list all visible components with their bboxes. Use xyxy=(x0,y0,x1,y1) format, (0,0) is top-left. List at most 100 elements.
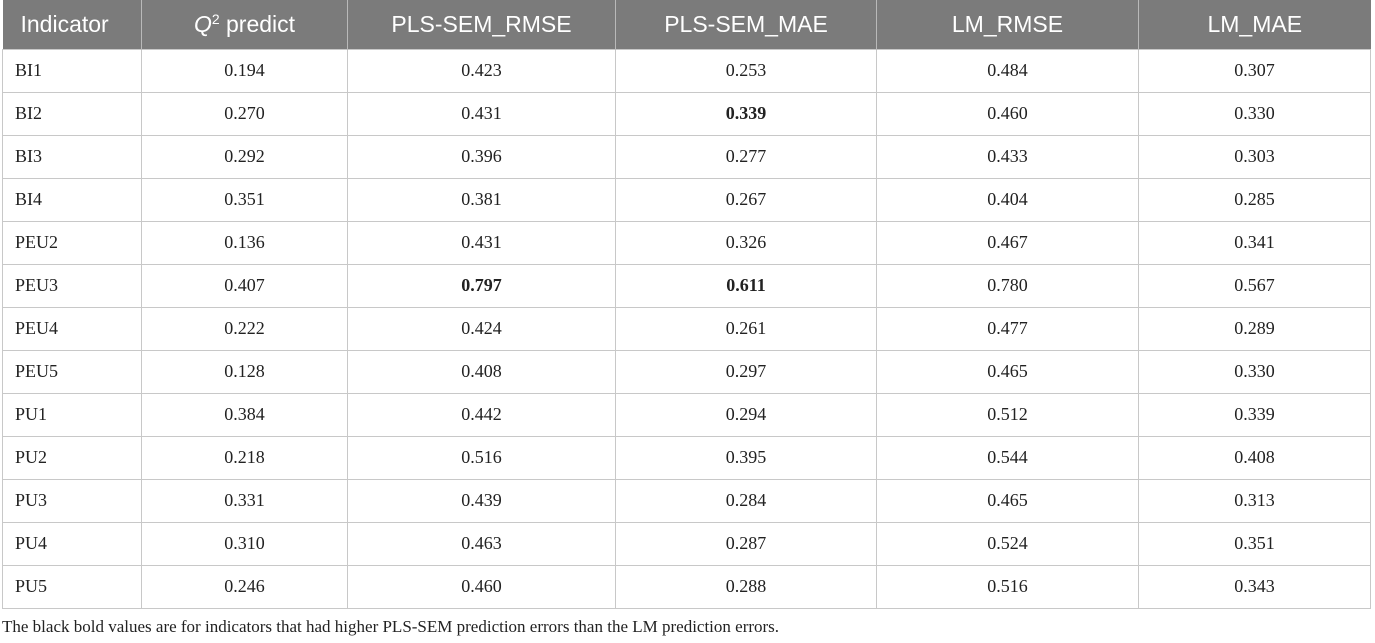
table-row: BI1 0.194 0.423 0.253 0.484 0.307 xyxy=(2,48,1371,93)
table-row: PEU5 0.128 0.408 0.297 0.465 0.330 xyxy=(2,349,1371,394)
header-pls-sem-mae: PLS-SEM_MAE xyxy=(615,0,877,49)
value-cell: 0.313 xyxy=(1138,478,1371,523)
value-cell: 0.303 xyxy=(1138,134,1371,179)
value-cell: 0.381 xyxy=(347,177,616,222)
header-row: Indicator Q2 predict PLS-SEM_RMSE PLS-SEM_M… xyxy=(2,0,1371,49)
table-row: PU1 0.384 0.442 0.294 0.512 0.339 xyxy=(2,392,1371,437)
value-cell: 0.351 xyxy=(1138,521,1371,566)
value-cell: 0.423 xyxy=(347,48,616,93)
value-cell: 0.780 xyxy=(876,263,1139,308)
table-row: BI2 0.270 0.431 0.339 0.460 0.330 xyxy=(2,91,1371,136)
table-row: PU4 0.310 0.463 0.287 0.524 0.351 xyxy=(2,521,1371,566)
value-cell: 0.404 xyxy=(876,177,1139,222)
value-cell: 0.408 xyxy=(347,349,616,394)
value-cell: 0.297 xyxy=(615,349,877,394)
value-cell: 0.222 xyxy=(141,306,348,351)
indicator-cell: BI2 xyxy=(2,91,142,136)
table-body: BI1 0.194 0.423 0.253 0.484 0.307 BI2 0.270 0.43… xyxy=(2,48,1371,609)
table-row: PEU3 0.407 0.797 0.611 0.780 0.567 xyxy=(2,263,1371,308)
value-cell: 0.797 xyxy=(347,263,616,308)
value-cell: 0.128 xyxy=(141,349,348,394)
header-text: LM_MAE xyxy=(1207,10,1303,37)
value-cell: 0.194 xyxy=(141,48,348,93)
value-cell: 0.460 xyxy=(876,91,1139,136)
header-lm-rmse: LM_RMSE xyxy=(876,0,1139,49)
indicator-cell: PEU3 xyxy=(2,263,142,308)
indicator-cell: BI3 xyxy=(2,134,142,179)
value-cell: 0.516 xyxy=(876,564,1139,609)
indicator-cell: PU2 xyxy=(2,435,142,480)
table-container: Indicator Q2 predict PLS-SEM_RMSE PLS-SEM_M… xyxy=(2,0,1371,609)
header-indicator: Indicator xyxy=(2,0,142,49)
header-superscript: 2 xyxy=(211,10,220,27)
value-cell: 0.331 xyxy=(141,478,348,523)
indicator-cell: PU5 xyxy=(2,564,142,609)
header-pls-sem-rmse: PLS-SEM_RMSE xyxy=(347,0,616,49)
value-cell: 0.431 xyxy=(347,91,616,136)
value-cell: 0.288 xyxy=(615,564,877,609)
value-cell: 0.431 xyxy=(347,220,616,265)
table-row: PU5 0.246 0.460 0.288 0.516 0.343 xyxy=(2,564,1371,609)
value-cell: 0.467 xyxy=(876,220,1139,265)
table-row: BI4 0.351 0.381 0.267 0.404 0.285 xyxy=(2,177,1371,222)
header-text: LM_RMSE xyxy=(951,10,1064,37)
value-cell: 0.267 xyxy=(615,177,877,222)
value-cell: 0.384 xyxy=(141,392,348,437)
header-text: predict xyxy=(219,10,296,37)
value-cell: 0.330 xyxy=(1138,349,1371,394)
value-cell: 0.253 xyxy=(615,48,877,93)
table-footnote: The black bold values are for indicators… xyxy=(2,617,780,636)
value-cell: 0.442 xyxy=(347,392,616,437)
value-cell: 0.284 xyxy=(615,478,877,523)
value-cell: 0.292 xyxy=(141,134,348,179)
table-row: PU3 0.331 0.439 0.284 0.465 0.313 xyxy=(2,478,1371,523)
value-cell: 0.218 xyxy=(141,435,348,480)
value-cell: 0.339 xyxy=(1138,392,1371,437)
prediction-table: Indicator Q2 predict PLS-SEM_RMSE PLS-SEM_M… xyxy=(2,0,1371,609)
value-cell: 0.460 xyxy=(347,564,616,609)
value-cell: 0.289 xyxy=(1138,306,1371,351)
indicator-cell: PEU5 xyxy=(2,349,142,394)
value-cell: 0.277 xyxy=(615,134,877,179)
table-row: PEU4 0.222 0.424 0.261 0.477 0.289 xyxy=(2,306,1371,351)
value-cell: 0.465 xyxy=(876,478,1139,523)
header-text: PLS-SEM_RMSE xyxy=(391,10,572,37)
value-cell: 0.246 xyxy=(141,564,348,609)
value-cell: 0.330 xyxy=(1138,91,1371,136)
header-q2-predict: Q2 predict xyxy=(141,0,348,49)
value-cell: 0.351 xyxy=(141,177,348,222)
value-cell: 0.567 xyxy=(1138,263,1371,308)
value-cell: 0.270 xyxy=(141,91,348,136)
value-cell: 0.261 xyxy=(615,306,877,351)
indicator-cell: PU4 xyxy=(2,521,142,566)
header-text: Indicator xyxy=(20,10,109,37)
table-header: Indicator Q2 predict PLS-SEM_RMSE PLS-SEM_M… xyxy=(2,0,1371,49)
value-cell: 0.433 xyxy=(876,134,1139,179)
value-cell: 0.439 xyxy=(347,478,616,523)
value-cell: 0.307 xyxy=(1138,48,1371,93)
value-cell: 0.512 xyxy=(876,392,1139,437)
value-cell: 0.465 xyxy=(876,349,1139,394)
indicator-cell: PEU4 xyxy=(2,306,142,351)
indicator-cell: PU1 xyxy=(2,392,142,437)
value-cell: 0.294 xyxy=(615,392,877,437)
indicator-cell: BI4 xyxy=(2,177,142,222)
value-cell: 0.341 xyxy=(1138,220,1371,265)
indicator-cell: PEU2 xyxy=(2,220,142,265)
value-cell: 0.343 xyxy=(1138,564,1371,609)
indicator-cell: BI1 xyxy=(2,48,142,93)
indicator-cell: PU3 xyxy=(2,478,142,523)
value-cell: 0.544 xyxy=(876,435,1139,480)
value-cell: 0.396 xyxy=(347,134,616,179)
value-cell: 0.424 xyxy=(347,306,616,351)
value-cell: 0.516 xyxy=(347,435,616,480)
value-cell: 0.477 xyxy=(876,306,1139,351)
value-cell: 0.407 xyxy=(141,263,348,308)
value-cell: 0.463 xyxy=(347,521,616,566)
header-lm-mae: LM_MAE xyxy=(1139,0,1371,49)
table-row: PU2 0.218 0.516 0.395 0.544 0.408 xyxy=(2,435,1371,480)
header-text: PLS-SEM_MAE xyxy=(664,10,828,37)
value-cell: 0.395 xyxy=(615,435,877,480)
value-cell: 0.136 xyxy=(141,220,348,265)
value-cell: 0.326 xyxy=(615,220,877,265)
